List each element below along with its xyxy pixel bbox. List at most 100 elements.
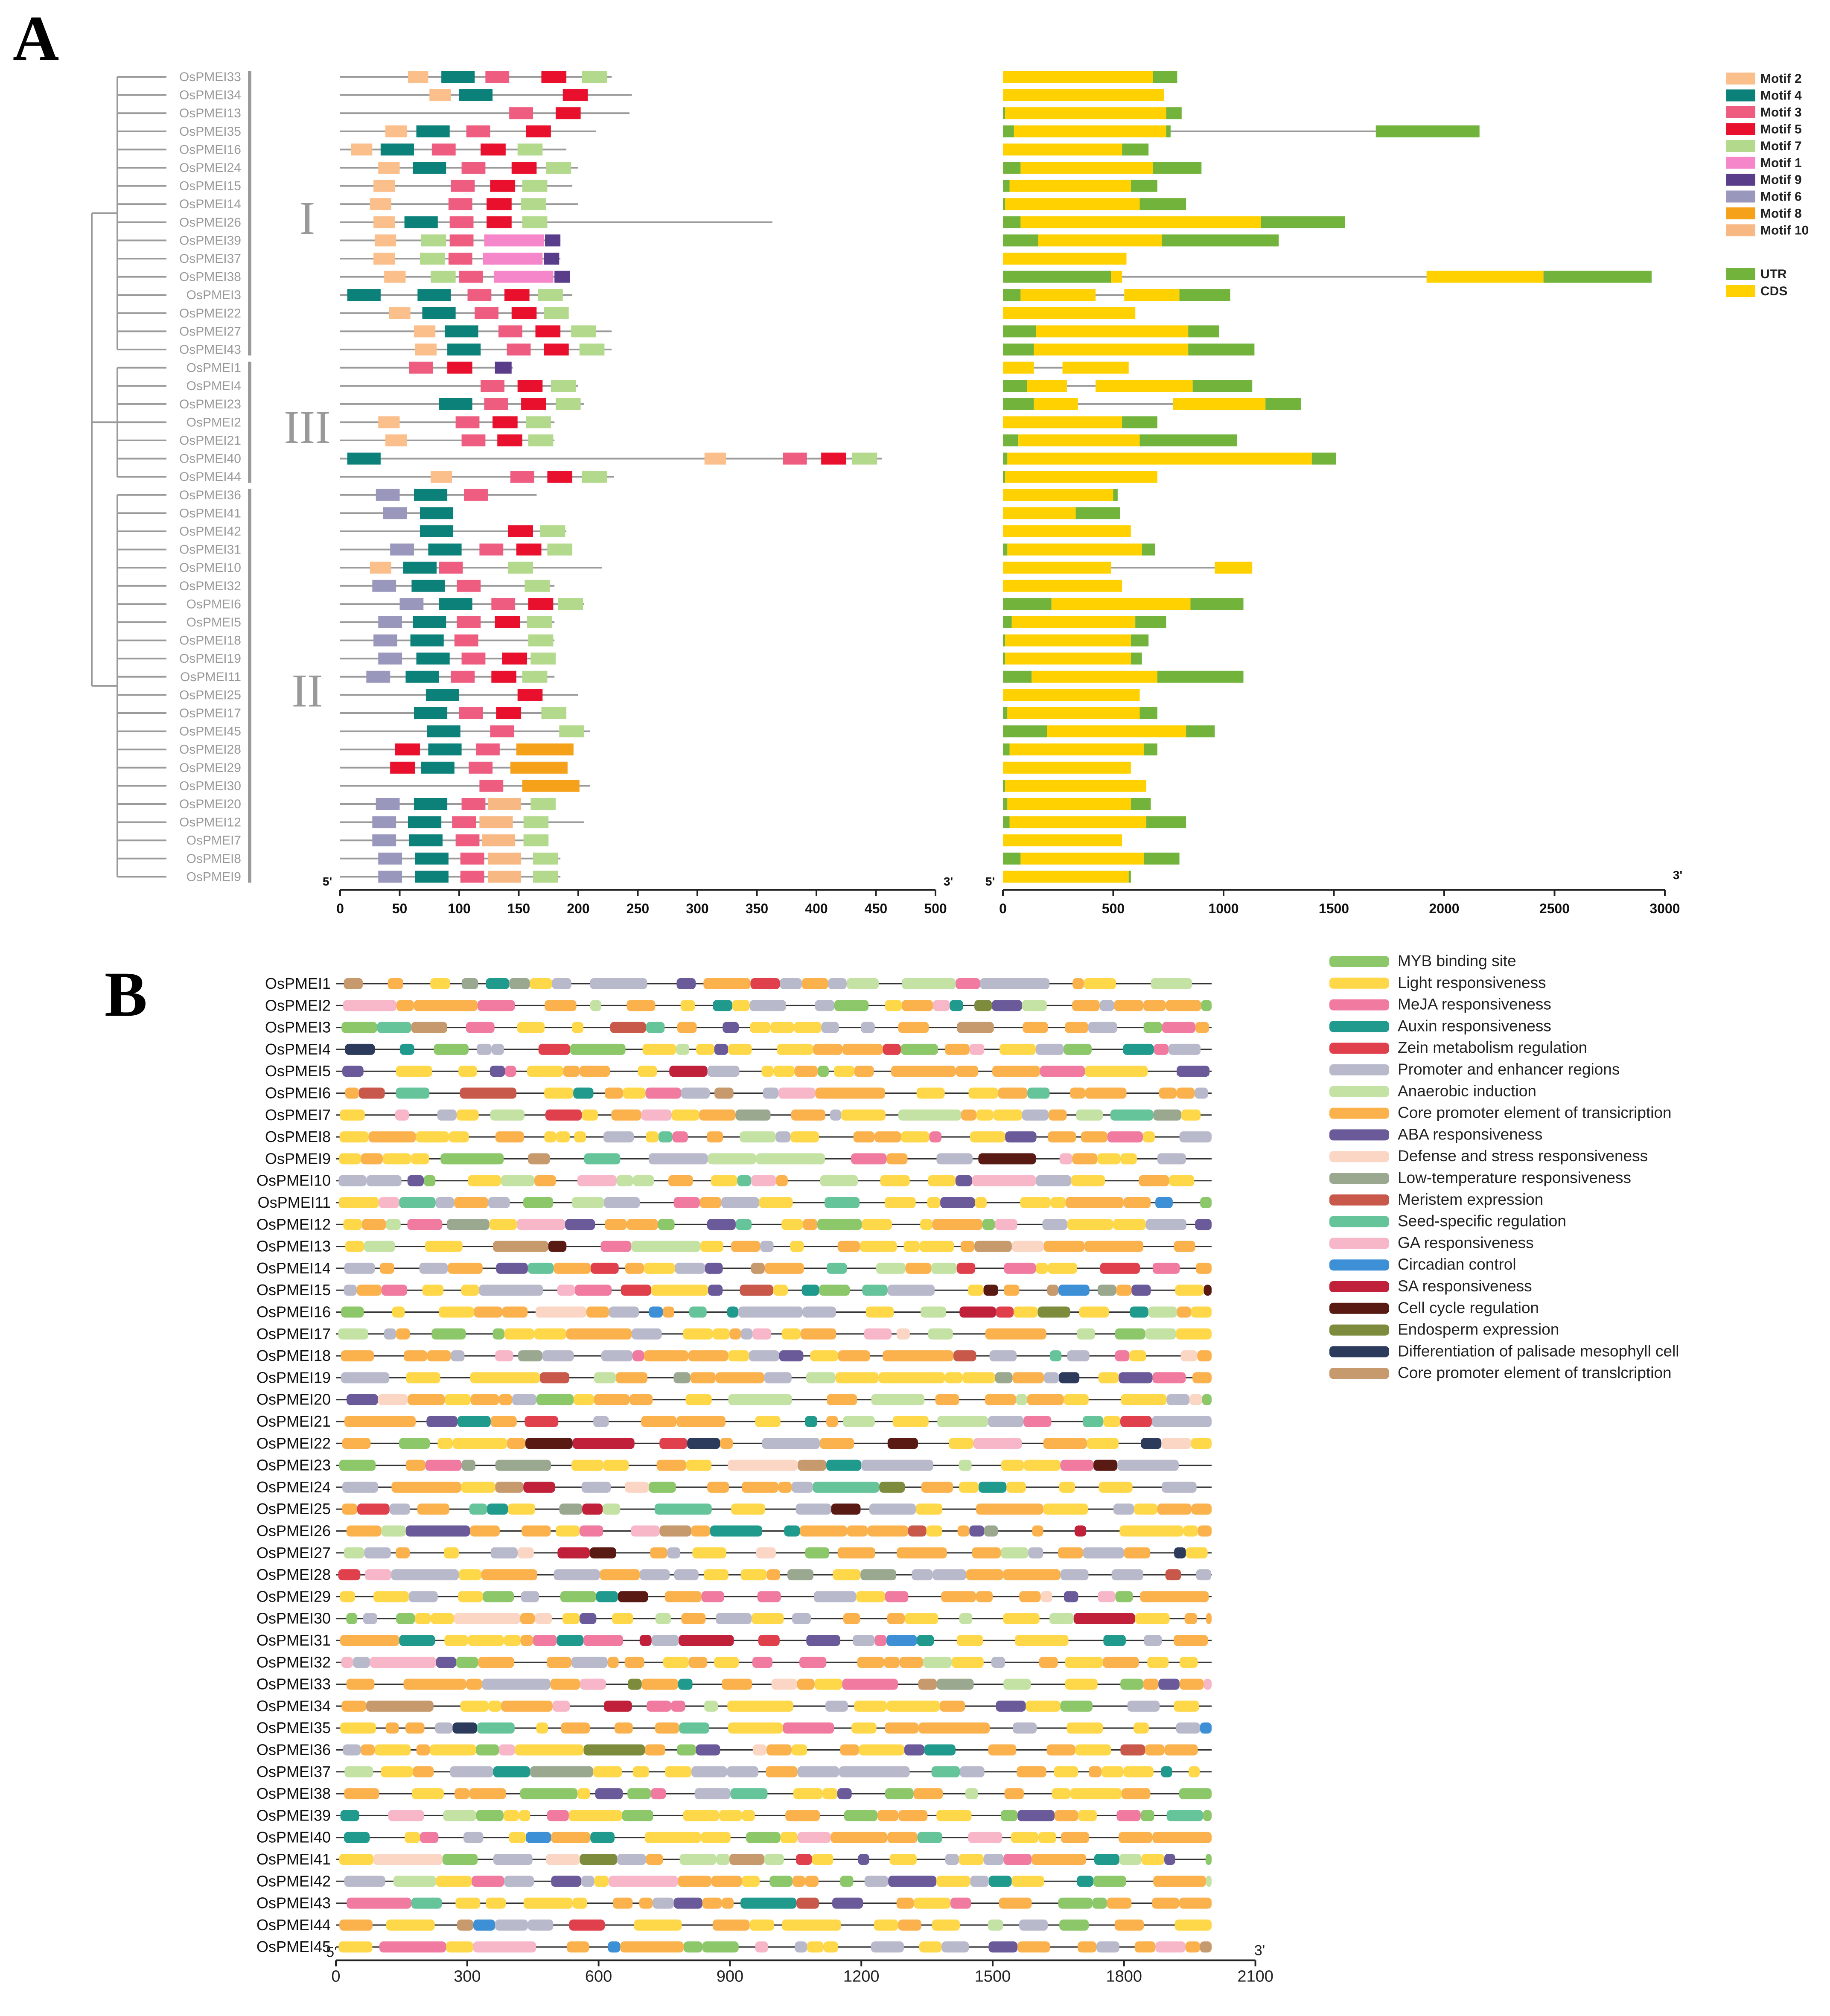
cis-element-box xyxy=(547,1810,569,1821)
cis-element-box xyxy=(648,1153,708,1165)
cis-element-box xyxy=(583,1744,645,1756)
motif-legend-label: Motif 6 xyxy=(1760,190,1802,204)
motif-box xyxy=(383,507,407,519)
cis-legend-swatch xyxy=(1329,999,1389,1011)
cis-element-box xyxy=(889,1854,917,1865)
motif-legend-swatch xyxy=(1726,106,1755,118)
cis-element-box xyxy=(533,1635,557,1646)
cis-element-box xyxy=(1155,1941,1186,1953)
cis-element-box xyxy=(974,1241,1012,1252)
cis-element-box xyxy=(422,1285,444,1296)
cis-element-box xyxy=(1001,1547,1029,1559)
utr-box xyxy=(1003,434,1019,446)
cis-element-box xyxy=(640,1569,670,1581)
cis-element-box xyxy=(764,1262,804,1274)
motif-box xyxy=(528,598,554,610)
cis-element-box xyxy=(945,1854,959,1865)
cis-element-box xyxy=(339,1854,373,1865)
cis-element-box xyxy=(1094,1854,1119,1865)
cis-element-box xyxy=(520,1635,533,1646)
cis-element-box xyxy=(1099,1481,1133,1493)
cis-element-box xyxy=(435,1722,453,1734)
cis-element-box xyxy=(1120,1416,1152,1427)
gene-name-a: OsPMEI31 xyxy=(179,543,241,557)
cis-element-box xyxy=(1071,1175,1105,1186)
cis-element-box xyxy=(1180,1657,1198,1668)
cis-element-box xyxy=(1142,1131,1155,1143)
cis-legend-swatch xyxy=(1329,977,1389,989)
gene-name-b: OsPMEI8 xyxy=(265,1128,331,1145)
cis-element-box xyxy=(645,1744,665,1756)
motif-box xyxy=(525,580,550,592)
gene-name-b: OsPMEI25 xyxy=(256,1500,331,1518)
cis-element-box xyxy=(941,1941,969,1953)
motif-box xyxy=(502,653,527,665)
cis-element-box xyxy=(381,1766,413,1777)
cis-element-box xyxy=(1016,1394,1027,1405)
cis-element-box xyxy=(340,1810,359,1821)
cis-element-box xyxy=(696,1043,714,1055)
cis-element-box xyxy=(631,1241,700,1252)
cis-element-box xyxy=(677,1744,696,1756)
cis-element-box xyxy=(461,1481,495,1493)
cis-element-box xyxy=(791,1744,807,1756)
gene-name-b: OsPMEI29 xyxy=(256,1588,331,1605)
cis-element-box xyxy=(379,1941,446,1953)
cis-element-box xyxy=(681,1613,706,1624)
cis-element-box xyxy=(361,1744,375,1756)
cis-element-box xyxy=(884,1657,900,1668)
cis-legend-label: Circadian control xyxy=(1398,1256,1516,1273)
cis-element-box xyxy=(1088,1022,1117,1033)
cis-element-box xyxy=(1203,1678,1212,1690)
cis-element-box xyxy=(454,1197,488,1208)
utr-box xyxy=(1144,852,1180,865)
cis-element-box xyxy=(1174,1547,1186,1559)
cis-element-box xyxy=(905,1262,932,1274)
cis-element-box xyxy=(787,1569,814,1581)
utr-box xyxy=(1135,616,1166,628)
cis-element-box xyxy=(1200,1722,1212,1734)
cis-element-box xyxy=(603,1503,621,1515)
cis-element-box xyxy=(479,1285,543,1296)
utr-box xyxy=(1188,325,1219,338)
cis-element-box xyxy=(488,1197,510,1208)
motif-box xyxy=(441,71,475,83)
motif-box xyxy=(455,834,480,847)
cis-element-box xyxy=(740,1131,776,1143)
cis-element-box xyxy=(856,1591,885,1602)
cis-element-box xyxy=(1155,1197,1173,1208)
motif-box xyxy=(496,707,522,719)
utr-box xyxy=(1003,743,1010,756)
utr-box xyxy=(1192,380,1253,392)
motif-box xyxy=(533,871,558,883)
motif-box xyxy=(385,125,407,137)
cis-element-box xyxy=(452,1438,507,1449)
cis-element-box xyxy=(1165,1569,1181,1581)
cis-element-box xyxy=(970,1876,989,1887)
gene-name-b: OsPMEI21 xyxy=(256,1413,331,1430)
panel-letter-a: A xyxy=(13,3,59,74)
cis-element-box xyxy=(843,1613,860,1624)
cis-element-box xyxy=(1070,1788,1122,1800)
cis-element-box xyxy=(1077,1876,1093,1887)
cis-element-box xyxy=(1134,1941,1156,1953)
cis-element-box xyxy=(887,1285,935,1296)
cis-element-box xyxy=(702,1897,722,1909)
cis-element-box xyxy=(478,1657,514,1668)
gene-name-a: OsPMEI27 xyxy=(179,324,241,338)
cis-element-box xyxy=(740,1569,767,1581)
cis-element-box xyxy=(370,1657,436,1668)
cis-element-box xyxy=(928,1328,953,1340)
cis-element-box xyxy=(837,1241,860,1252)
cis-element-box xyxy=(1060,1460,1094,1471)
cis-element-box xyxy=(885,1591,909,1602)
cis-element-box xyxy=(713,1328,730,1340)
cis-element-box xyxy=(796,1897,819,1909)
cis-element-box xyxy=(959,1854,984,1865)
motif-box xyxy=(516,543,542,556)
motif-box xyxy=(487,871,522,883)
cis-element-box xyxy=(1081,1131,1108,1143)
gene-axis-label: 500 xyxy=(1102,901,1125,916)
motif-box xyxy=(544,253,559,265)
gene-name-a: OsPMEI30 xyxy=(179,779,241,793)
